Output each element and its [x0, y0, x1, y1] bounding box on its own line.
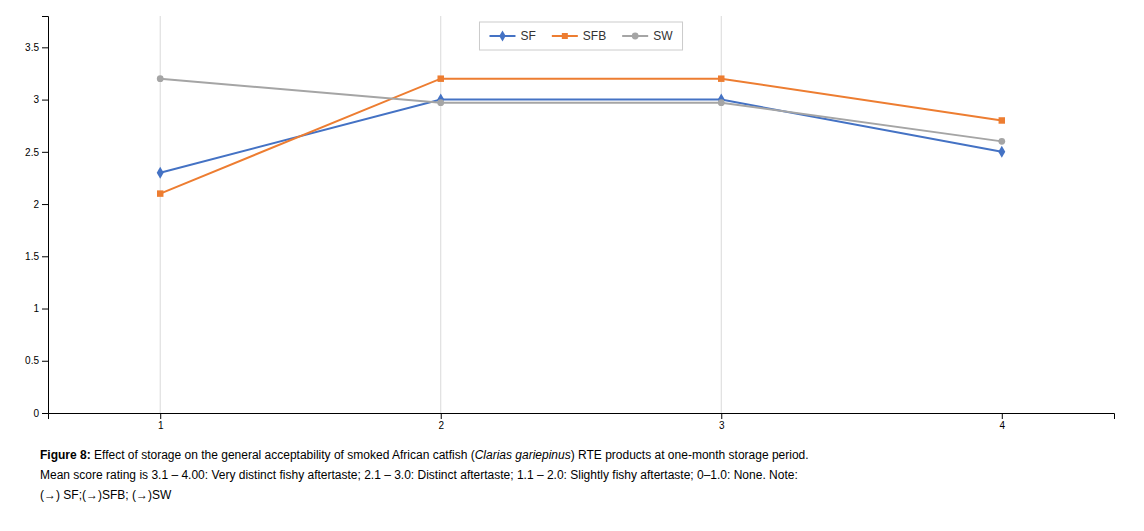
legend-marker [632, 33, 639, 40]
series-marker [437, 75, 443, 81]
x-tick-mark [441, 413, 442, 419]
y-tick-mark [42, 309, 48, 310]
data-area [157, 16, 1006, 413]
y-tick-label: 2.5 [25, 147, 39, 158]
series-line [160, 79, 1002, 142]
y-tick-label: 0.5 [25, 355, 39, 366]
x-tick: 1 [158, 413, 164, 431]
y-tick: 3.5 [25, 42, 48, 53]
y-axis: 0 0.5 1 1.5 2 2.5 3 3.5 [25, 17, 48, 419]
series-marker [718, 94, 725, 106]
y-tick: 0.5 [25, 355, 48, 366]
legend-marker [562, 33, 568, 39]
y-tick: 3 [33, 94, 48, 105]
legend-item: SW [622, 29, 673, 43]
y-tick-mark [42, 47, 48, 48]
x-tick-label: 2 [438, 420, 444, 431]
y-tick: 2 [33, 199, 48, 210]
chart: 1 2 3 4 0 0.5 1 1.5 2 2.5 3 3.5 SF SFB SW Figure 8: Eff… [0, 0, 1144, 531]
y-tick: 0 [33, 408, 48, 419]
series-marker [157, 75, 164, 82]
series-marker [437, 99, 444, 106]
x-tick-label: 4 [1000, 420, 1006, 431]
y-tick: 1.5 [25, 251, 48, 262]
legend-frame [479, 22, 682, 50]
legend-marker [499, 30, 505, 41]
x-tick-label: 3 [719, 420, 725, 431]
x-axis-line [49, 414, 1115, 420]
series-marker [998, 138, 1005, 145]
y-tick-mark [42, 204, 48, 205]
y-tick-label: 2 [33, 199, 39, 210]
x-tick-mark [160, 413, 161, 419]
y-tick-label: 1.5 [25, 251, 39, 262]
y-tick: 1 [33, 303, 48, 314]
caption-part: ) RTE products at one-month storage peri… [571, 448, 809, 462]
x-tick-label: 1 [158, 420, 164, 431]
y-tick: 2.5 [25, 147, 48, 158]
series-marker [718, 75, 724, 81]
x-tick: 3 [719, 413, 725, 431]
legend-item: SFB [552, 29, 606, 43]
series-marker [718, 99, 725, 106]
y-tick-label: 1 [33, 303, 39, 314]
caption-part: Clarias gariepinus [475, 448, 571, 462]
series-marker [157, 190, 163, 196]
series-marker [157, 167, 164, 179]
plot: 1 2 3 4 0 0.5 1 1.5 2 2.5 3 3.5 SF SFB SW [25, 16, 1114, 431]
caption-part: Effect of storage on the general accepta… [94, 448, 475, 462]
caption-part: Figure 8: [40, 448, 94, 462]
y-tick-mark [42, 256, 48, 257]
legend: SF SFB SW [479, 22, 682, 50]
series-line [160, 79, 1002, 194]
y-tick-mark [42, 361, 48, 362]
caption: (→) SF;(→)SFB; (→)SW [40, 488, 172, 502]
x-tick: 2 [438, 413, 444, 431]
series-line [160, 100, 1002, 173]
legend-label: SW [653, 29, 673, 43]
legend-label: SFB [583, 29, 606, 43]
caption: Figure 8: Effect of storage on the gener… [40, 448, 809, 462]
series-marker [999, 117, 1005, 123]
y-tick-mark [42, 413, 48, 414]
x-tick-mark [1002, 413, 1003, 419]
x-tick-mark [721, 413, 722, 419]
caption: Mean score rating is 3.1 – 4.00: Very di… [40, 468, 798, 482]
series-marker [998, 146, 1005, 158]
x-axis: 1 2 3 4 [49, 413, 1115, 431]
series-marker [437, 94, 444, 106]
y-tick-label: 3.5 [25, 42, 39, 53]
legend-label: SF [520, 29, 535, 43]
legend-item: SF [489, 29, 535, 43]
y-tick-label: 0 [33, 408, 39, 419]
y-tick-mark [42, 152, 48, 153]
y-tick-mark [42, 100, 48, 101]
y-tick-label: 3 [33, 94, 39, 105]
x-tick: 4 [1000, 413, 1006, 431]
y-axis-line [42, 17, 49, 414]
